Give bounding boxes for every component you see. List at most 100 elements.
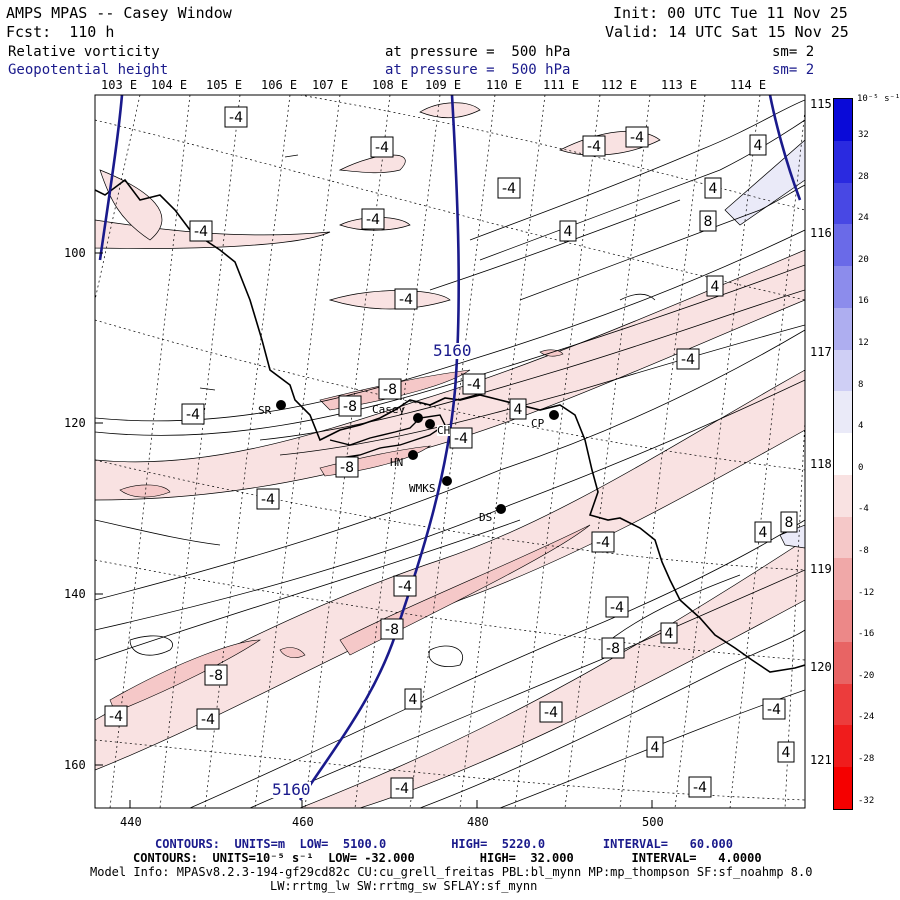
vorticity-contour-label: -4 [393, 575, 417, 597]
vorticity-contour-label: 4 [404, 688, 422, 710]
svg-text:4: 4 [665, 626, 674, 642]
colorbar-tick-label: -32 [858, 795, 875, 806]
top-lon-label: 110 E [486, 78, 523, 92]
svg-text:-4: -4 [398, 579, 412, 595]
vorticity-label-boxes: -4 -4 -4 -4 4 -4 4 -4 -4 4 8 -4 4 -4 -8 -4 -8 -4 4 -4 -8 -4 -4… [104, 106, 798, 799]
colorbar-segment [834, 641, 852, 685]
colorbar-tick-label: -24 [858, 712, 875, 723]
svg-text:-4: -4 [109, 709, 123, 725]
footer-vorticity-contours: CONTOURS: UNITS=10⁻⁵ s⁻¹ LOW= -32.000 HI… [133, 851, 762, 865]
svg-text:-8: -8 [343, 399, 357, 415]
svg-text:-4: -4 [399, 292, 413, 308]
colorbar-segment [834, 767, 852, 810]
colorbar-tick-label: -16 [858, 629, 875, 640]
vorticity-contour-label: -4 [181, 403, 205, 425]
top-lon-label: 104 E [151, 78, 188, 92]
svg-text:-4: -4 [194, 224, 208, 240]
height-contour-label-south: 5160 [272, 780, 311, 799]
top-lon-label: 113 E [661, 78, 698, 92]
height-contour-label-north: 5160 [433, 341, 472, 360]
svg-text:-4: -4 [767, 702, 781, 718]
colorbar-tick-label: -4 [858, 504, 869, 515]
top-lon-label: 103 E [101, 78, 138, 92]
vorticity-shading-negative [95, 102, 805, 808]
vorticity-contour-label: -8 [380, 618, 404, 640]
svg-text:-4: -4 [502, 181, 516, 197]
svg-text:-4: -4 [454, 431, 468, 447]
vorticity-contour-label: -4 [591, 531, 615, 553]
station-dot-cp [549, 410, 559, 420]
svg-text:-8: -8 [209, 668, 223, 684]
vorticity-contour-label: -4 [762, 698, 786, 720]
station-label-cp: CP [531, 417, 545, 430]
field2-smoothing: sm= 2 [772, 62, 815, 78]
station-dot-casey [413, 413, 423, 423]
top-lon-label: 108 E [372, 78, 409, 92]
x-tick-500: 500 [642, 815, 664, 829]
footer-model-physics: LW:rrtmg_lw SW:rrtmg_sw SFLAY:sf_mynn [270, 879, 538, 893]
vorticity-contour-label: -4 [394, 288, 418, 310]
colorbar-segment [834, 600, 852, 643]
svg-text:4: 4 [782, 745, 791, 761]
svg-text:4: 4 [709, 181, 718, 197]
svg-text:8: 8 [704, 214, 713, 230]
colorbar-segment [834, 474, 852, 518]
vorticity-contour-label: 4 [660, 622, 678, 644]
colorbar-tick-label: 4 [858, 421, 864, 432]
colorbar-tick-label: -8 [858, 546, 869, 556]
top-lon-label: 105 E [206, 78, 243, 92]
colorbar [833, 98, 853, 810]
x-tick-480: 480 [467, 815, 489, 829]
vorticity-contour-label: -4 [390, 777, 414, 799]
station-label-sr: SR [258, 404, 272, 417]
svg-text:-8: -8 [340, 460, 354, 476]
vorticity-contour-label: 8 [780, 511, 798, 533]
svg-text:4: 4 [651, 740, 660, 756]
svg-text:4: 4 [564, 224, 573, 240]
vorticity-contour-label: -4 [497, 177, 521, 199]
vorticity-contour-label: -4 [189, 220, 213, 242]
vorticity-contour-label: -4 [539, 701, 563, 723]
svg-text:-4: -4 [544, 705, 558, 721]
colorbar-segment [834, 266, 852, 309]
svg-text:-4: -4 [630, 130, 644, 146]
colorbar-segment [834, 683, 852, 726]
station-label-ds: DS [479, 511, 493, 524]
svg-text:8: 8 [785, 515, 794, 531]
colorbar-tick-label: 20 [858, 254, 869, 265]
colorbar-tick-label: 32 [858, 130, 869, 140]
colorbar-segment [834, 391, 852, 434]
colorbar-segment [834, 558, 852, 601]
svg-text:-4: -4 [261, 492, 275, 508]
colorbar-segment [834, 307, 852, 351]
svg-text:-4: -4 [587, 139, 601, 155]
top-lon-label: 114 E [730, 78, 767, 92]
vorticity-contour-label: -8 [204, 664, 228, 686]
vorticity-contour-label: 4 [559, 220, 577, 242]
colorbar-tick-label: 28 [858, 171, 869, 182]
x-tick-460: 460 [292, 815, 314, 829]
station-dot-hn [408, 450, 418, 460]
svg-text:-8: -8 [606, 641, 620, 657]
colorbar-segment [834, 182, 852, 225]
vorticity-contour-label: -4 [196, 708, 220, 730]
svg-text:-4: -4 [610, 600, 624, 616]
y-tick-140: 140 [64, 587, 86, 601]
vorticity-contour-label: -8 [378, 378, 402, 400]
vorticity-contour-label: 4 [754, 521, 772, 543]
svg-text:-4: -4 [366, 212, 380, 228]
colorbar-segment [834, 224, 852, 267]
vorticity-contour-label: -4 [256, 488, 280, 510]
svg-text:4: 4 [711, 279, 720, 295]
vorticity-contour-label: -4 [104, 705, 128, 727]
vorticity-contour-label: -4 [370, 136, 394, 158]
colorbar-segment [834, 99, 852, 142]
chart-title: AMPS MPAS -- Casey Window [6, 4, 232, 22]
colorbar-tick-label: -28 [858, 754, 875, 764]
plot-frame [94, 94, 806, 809]
vorticity-contour-label: -4 [605, 596, 629, 618]
vorticity-contour-label: 4 [749, 134, 767, 156]
vorticity-contour-label: -8 [335, 456, 359, 478]
station-label-wmks: WMKS [409, 482, 436, 495]
